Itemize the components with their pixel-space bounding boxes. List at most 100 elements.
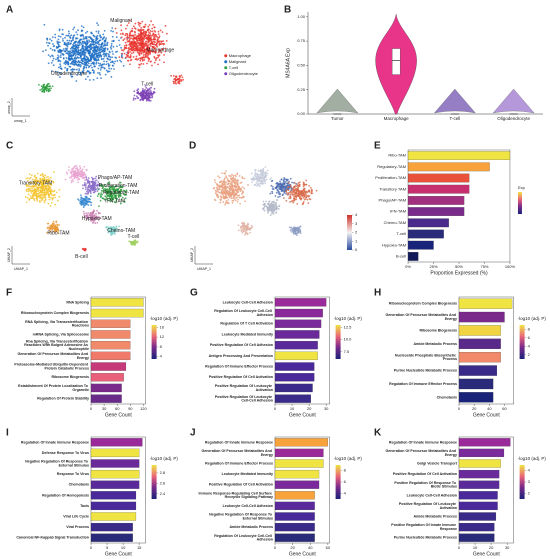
cell-dot (225, 170, 227, 172)
cell-dot (256, 184, 259, 187)
cell-dot (91, 183, 94, 186)
cell-dot (29, 195, 32, 198)
cell-dot (75, 58, 77, 60)
cell-dot (89, 51, 91, 54)
cell-dot (83, 176, 86, 179)
cell-dot (135, 37, 137, 40)
cell-dot (92, 222, 94, 224)
cell-dot (115, 32, 118, 34)
panel-letter: A (6, 5, 13, 16)
cell-dot (264, 172, 266, 175)
cell-dot (123, 200, 126, 203)
cell-dot (282, 197, 285, 200)
cell-dot (49, 186, 52, 189)
colorbar-title: -log10 (adj. P) (518, 316, 547, 321)
cell-dot (73, 61, 75, 64)
cell-dot (33, 199, 36, 202)
cell-dot (82, 187, 84, 190)
cell-dot (76, 167, 78, 170)
cell-dot (132, 35, 135, 38)
cell-dot (280, 183, 283, 186)
cell-dot (111, 27, 114, 29)
cell-dot (43, 23, 46, 26)
x-tick-label: 25% (430, 264, 438, 269)
cell-dot (158, 42, 161, 44)
cell-dot (103, 43, 106, 45)
cell-dot (50, 87, 52, 90)
cell-dot (270, 177, 272, 180)
cell-dot (227, 199, 230, 201)
cell-dot (136, 89, 139, 92)
cell-dot (269, 214, 272, 216)
cell-dot (81, 184, 84, 187)
cell-dot (68, 166, 71, 168)
cell-dot (155, 57, 158, 59)
cell-dot (175, 76, 178, 79)
cluster-label: Macrophage (146, 47, 174, 53)
cell-dot (64, 63, 67, 66)
cell-dot (36, 172, 39, 175)
bar-label: Establishment Of Protein Localization To… (18, 384, 89, 392)
x-axis-label: UMAP_1 (197, 267, 211, 271)
cell-dot (44, 198, 47, 201)
cell-dot (68, 32, 71, 35)
cell-dot (49, 89, 52, 92)
cell-dot (299, 225, 302, 228)
cell-dot (309, 186, 312, 189)
cell-dot (92, 78, 95, 81)
panel-letter: C (6, 141, 13, 152)
cell-dot (268, 209, 271, 212)
x-axis-label: Gene Count (473, 412, 501, 418)
legend-label: Oligodendrocyte (229, 71, 259, 76)
cell-dot (148, 96, 151, 98)
cell-dot (282, 185, 285, 188)
cell-dot (130, 34, 133, 37)
cell-dot (251, 181, 253, 184)
cell-dot (132, 98, 135, 101)
cell-dot (112, 198, 114, 201)
cell-dot (100, 189, 103, 192)
bar (274, 469, 320, 479)
cell-dot (114, 194, 117, 197)
cell-dot (274, 195, 277, 197)
cell-dot (99, 35, 102, 38)
cell-dot (224, 203, 227, 206)
cell-dot (230, 197, 233, 199)
colorbar (519, 465, 525, 499)
cell-dot (28, 177, 31, 180)
cell-dot (146, 94, 149, 97)
cell-dot (69, 47, 72, 50)
cell-dot (51, 48, 54, 51)
bar-label: Viral Process (66, 525, 89, 529)
cell-dot (122, 39, 125, 42)
cell-dot (48, 198, 51, 201)
cell-dot (156, 45, 159, 48)
bar (458, 491, 498, 500)
cell-dot (35, 194, 38, 197)
bar-label: Transitory TAM (379, 186, 406, 191)
cell-dot (58, 45, 61, 48)
cell-dot (73, 171, 76, 174)
cell-dot (244, 200, 246, 203)
cell-dot (275, 211, 277, 214)
cell-dot (220, 198, 223, 200)
cell-dot (31, 195, 34, 197)
x-axis-label: Proportion Expressed (%) (430, 270, 488, 276)
bar (407, 173, 470, 183)
cell-dot (94, 177, 97, 180)
legend-swatch (224, 66, 228, 70)
panel-letter: I (6, 428, 9, 439)
colorbar-title: -log10 (adj. P) (334, 456, 363, 461)
bar-label: Regulation Of Immune Effector Process (205, 365, 273, 369)
cell-dot (287, 181, 290, 184)
cell-dot (83, 67, 85, 69)
cell-dot (37, 192, 40, 195)
cell-dot (153, 36, 155, 39)
cell-dot (145, 53, 148, 56)
bar (274, 512, 315, 521)
cell-dot (296, 194, 299, 196)
cell-dot (74, 52, 77, 55)
cell-dot (143, 31, 146, 33)
cell-dot (142, 36, 145, 39)
cell-dot (116, 192, 119, 195)
